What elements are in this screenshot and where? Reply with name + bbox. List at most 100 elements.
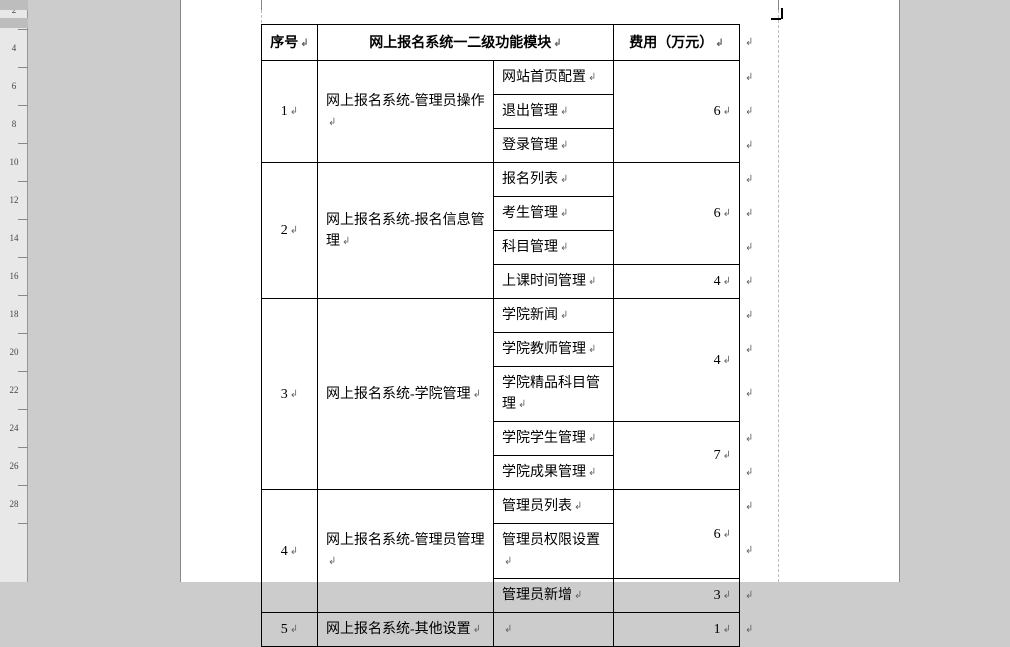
- module-text: 网上报名系统-学院管理: [326, 387, 471, 402]
- cursor-corner-mark: [771, 8, 789, 20]
- paragraph-mark-icon: ↲: [290, 225, 298, 236]
- row-end-mark-icon: ↲: [745, 344, 753, 355]
- cell-fee: 1↲: [614, 613, 740, 647]
- module-text: 网上报名系统-其他设置: [326, 622, 471, 637]
- paragraph-mark-icon: ↲: [588, 433, 596, 444]
- ruler-number: 28: [4, 499, 24, 509]
- cell-seq: 3↲: [262, 299, 318, 490]
- paragraph-mark-icon: ↲: [723, 450, 731, 461]
- paragraph-mark-icon: ↲: [290, 546, 298, 557]
- submodule-text: 报名列表: [502, 172, 558, 187]
- cell-module: 网上报名系统-管理员操作↲: [318, 61, 494, 163]
- paragraph-mark-icon: ↲: [588, 276, 596, 287]
- submodule-text: 学院成果管理: [502, 465, 586, 480]
- cell-submodule: 学院新闻↲: [494, 299, 614, 333]
- ruler-number: 6: [4, 81, 24, 91]
- fee-text: 1: [714, 622, 721, 637]
- ruler-minor-tick: [18, 333, 28, 334]
- cell-submodule: 网站首页配置↲: [494, 61, 614, 95]
- ruler-number: 16: [4, 271, 24, 281]
- ruler-margin-block: [0, 0, 28, 10]
- ruler-minor-tick: [18, 29, 28, 30]
- submodule-text: 上课时间管理: [502, 274, 586, 289]
- seq-text: 5: [281, 622, 288, 637]
- submodule-text: 管理员列表: [502, 499, 572, 514]
- header-seq-text: 序号: [270, 34, 298, 50]
- table-header-row: 序号↲ 网上报名系统一二级功能模块↲ 费用（万元）↲: [262, 25, 740, 61]
- fee-text: 6: [714, 104, 721, 119]
- paragraph-mark-icon: ↲: [588, 467, 596, 478]
- cell-submodule: 学院精品科目管理↲: [494, 367, 614, 422]
- seq-text: 3: [281, 387, 288, 402]
- submodule-text: 学院精品科目管理: [502, 376, 600, 412]
- cell-module: 网上报名系统-其他设置↲: [318, 613, 494, 647]
- paragraph-mark-icon: ↲: [723, 624, 731, 635]
- ruler-minor-tick: [18, 447, 28, 448]
- fee-text: 4: [714, 353, 721, 368]
- submodule-text: 网站首页配置: [502, 70, 586, 85]
- cell-submodule: 报名列表↲: [494, 163, 614, 197]
- fee-text: 6: [714, 527, 721, 542]
- cell-submodule: 学院成果管理↲: [494, 456, 614, 490]
- module-text: 网上报名系统-管理员管理: [326, 533, 485, 548]
- module-cost-table: 序号↲ 网上报名系统一二级功能模块↲ 费用（万元）↲ 1↲网上报名系统-管理员操…: [261, 24, 740, 647]
- paragraph-mark-icon: ↲: [328, 556, 336, 567]
- ruler-number: 14: [4, 233, 24, 243]
- paragraph-mark-icon: ↲: [553, 38, 561, 49]
- cell-submodule: 登录管理↲: [494, 129, 614, 163]
- ruler-number: 18: [4, 309, 24, 319]
- header-module-text: 网上报名系统一二级功能模块: [369, 34, 551, 50]
- ruler-margin-block: [0, 18, 28, 28]
- paragraph-mark-icon: ↲: [723, 276, 731, 287]
- cell-submodule: 学院学生管理↲: [494, 422, 614, 456]
- paragraph-mark-icon: ↲: [560, 208, 568, 219]
- table-row: 5↲网上报名系统-其他设置↲↲1↲: [262, 613, 740, 647]
- ruler-minor-tick: [18, 523, 28, 524]
- paragraph-mark-icon: ↲: [574, 590, 582, 601]
- seq-text: 1: [281, 104, 288, 119]
- paragraph-mark-icon: ↲: [723, 208, 731, 219]
- top-margin-tick: [261, 0, 262, 10]
- row-end-mark-icon: ↲: [745, 590, 753, 601]
- paragraph-mark-icon: ↲: [723, 355, 731, 366]
- ruler-minor-tick: [18, 295, 28, 296]
- cell-submodule: 管理员权限设置↲: [494, 524, 614, 579]
- row-end-mark-icon: ↲: [745, 208, 753, 219]
- header-seq: 序号↲: [262, 25, 318, 61]
- paragraph-mark-icon: ↲: [588, 344, 596, 355]
- row-end-mark-icon: ↲: [745, 388, 753, 399]
- cell-fee: 3↲: [614, 579, 740, 613]
- submodule-text: 学院新闻: [502, 308, 558, 323]
- row-end-mark-icon: ↲: [745, 174, 753, 185]
- submodule-text: 学院教师管理: [502, 342, 586, 357]
- submodule-text: 登录管理: [502, 138, 558, 153]
- paragraph-mark-icon: ↲: [328, 117, 336, 128]
- cell-submodule: ↲: [494, 613, 614, 647]
- paragraph-mark-icon: ↲: [723, 106, 731, 117]
- table-row: 4↲网上报名系统-管理员管理↲管理员列表↲6↲: [262, 490, 740, 524]
- paragraph-mark-icon: ↲: [723, 590, 731, 601]
- ruler-number: 26: [4, 461, 24, 471]
- row-end-mark-icon: ↲: [745, 37, 753, 48]
- paragraph-mark-icon: ↲: [560, 242, 568, 253]
- cell-module: 网上报名系统-报名信息管理↲: [318, 163, 494, 299]
- paragraph-mark-icon: ↲: [504, 624, 512, 635]
- cell-submodule: 退出管理↲: [494, 95, 614, 129]
- ruler-minor-tick: [18, 219, 28, 220]
- ruler-minor-tick: [18, 143, 28, 144]
- cell-seq: 1↲: [262, 61, 318, 163]
- paragraph-mark-icon: ↲: [473, 389, 481, 400]
- ruler-number: 10: [4, 157, 24, 167]
- cell-seq: 4↲: [262, 490, 318, 613]
- row-end-mark-icon: ↲: [745, 433, 753, 444]
- table-row: 1↲网上报名系统-管理员操作↲网站首页配置↲6↲: [262, 61, 740, 95]
- cell-fee: 6↲: [614, 490, 740, 579]
- ruler-minor-tick: [18, 371, 28, 372]
- cell-submodule: 管理员列表↲: [494, 490, 614, 524]
- row-end-mark-icon: ↲: [745, 140, 753, 151]
- row-end-mark-icon: ↲: [745, 501, 753, 512]
- submodule-text: 科目管理: [502, 240, 558, 255]
- cell-module: 网上报名系统-学院管理↲: [318, 299, 494, 490]
- row-end-mark-icon: ↲: [745, 276, 753, 287]
- ruler-minor-tick: [18, 181, 28, 182]
